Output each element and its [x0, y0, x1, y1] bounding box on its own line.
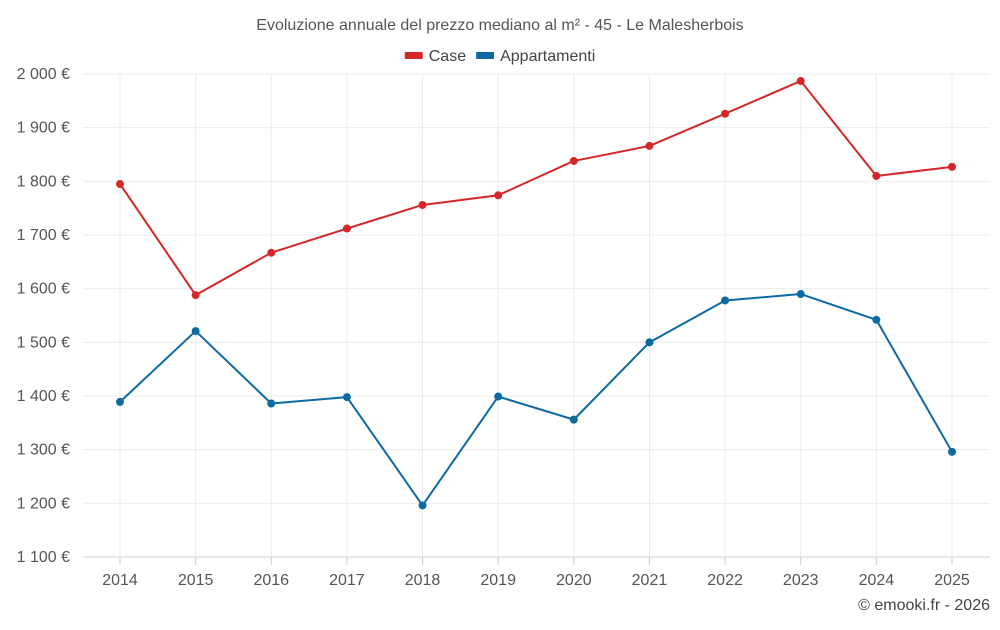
y-tick-label: 2 000 € — [17, 66, 70, 83]
data-point[interactable] — [116, 180, 124, 189]
x-tick-label: 2017 — [329, 572, 365, 589]
y-axis: 1 100 € 1 200 € 1 300 € 1 400 € 1 500 € 1 600… — [17, 66, 70, 566]
data-point[interactable] — [342, 393, 351, 402]
y-tick-label: 1 200 € — [17, 495, 70, 512]
series-layer — [116, 76, 956, 510]
data-point[interactable] — [721, 109, 730, 118]
x-tick-label: 2024 — [859, 572, 895, 589]
data-point[interactable] — [116, 397, 124, 406]
data-point[interactable] — [645, 338, 654, 347]
y-tick-label: 1 900 € — [17, 120, 70, 137]
data-point[interactable] — [418, 501, 427, 510]
y-tick-label: 1 500 € — [17, 334, 70, 351]
legend-swatch — [404, 52, 423, 59]
data-point[interactable] — [342, 224, 351, 233]
x-tick-label: 2018 — [405, 572, 441, 589]
legend-item-appartamenti[interactable]: Appartamenti — [476, 48, 595, 65]
data-point[interactable] — [191, 327, 200, 336]
y-tick-label: 1 800 € — [17, 173, 70, 190]
data-point[interactable] — [267, 248, 276, 257]
series-appartamenti — [116, 290, 956, 510]
legend-item-case[interactable]: Case — [404, 48, 466, 65]
x-tick-label: 2019 — [480, 572, 516, 589]
y-tick-label: 1 400 € — [17, 388, 70, 405]
credit-text: © emooki.fr - 2026 — [858, 597, 990, 614]
x-tick-label: 2022 — [707, 572, 743, 589]
data-point[interactable] — [948, 447, 956, 456]
legend-label: Case — [429, 48, 466, 65]
data-point[interactable] — [494, 191, 503, 200]
data-point[interactable] — [267, 399, 276, 408]
legend-label: Appartamenti — [500, 48, 595, 65]
series-case — [116, 76, 956, 300]
y-tick-label: 1 700 € — [17, 227, 70, 244]
data-point[interactable] — [872, 171, 881, 180]
data-point[interactable] — [721, 296, 730, 305]
grid — [83, 73, 990, 558]
legend-swatch — [476, 52, 495, 59]
data-point[interactable] — [191, 291, 200, 300]
series-line — [119, 79, 953, 297]
data-point[interactable] — [569, 415, 578, 424]
data-point[interactable] — [796, 76, 805, 85]
x-tick-label: 2016 — [253, 572, 289, 589]
x-tick-label: 2014 — [102, 572, 138, 589]
data-point[interactable] — [418, 200, 427, 209]
y-tick-label: 1 300 € — [17, 442, 70, 459]
data-point[interactable] — [796, 290, 805, 299]
x-tick-label: 2021 — [632, 572, 668, 589]
data-point[interactable] — [645, 141, 654, 150]
x-tick-label: 2015 — [178, 572, 214, 589]
x-axis: 2014 2015 2016 2017 2018 2019 2020 2021 2022 2023… — [102, 557, 970, 589]
y-tick-label: 1 600 € — [17, 281, 70, 298]
data-point[interactable] — [569, 156, 578, 165]
data-point[interactable] — [948, 162, 956, 171]
legend: Case Appartamenti — [404, 48, 595, 65]
data-point[interactable] — [872, 315, 881, 324]
x-tick-label: 2025 — [934, 572, 970, 589]
series-line — [119, 293, 953, 507]
y-tick-label: 1 100 € — [17, 549, 70, 566]
chart-title: Evoluzione annuale del prezzo mediano al… — [256, 17, 743, 34]
x-tick-label: 2020 — [556, 572, 592, 589]
x-tick-label: 2023 — [783, 572, 819, 589]
data-point[interactable] — [494, 392, 503, 401]
